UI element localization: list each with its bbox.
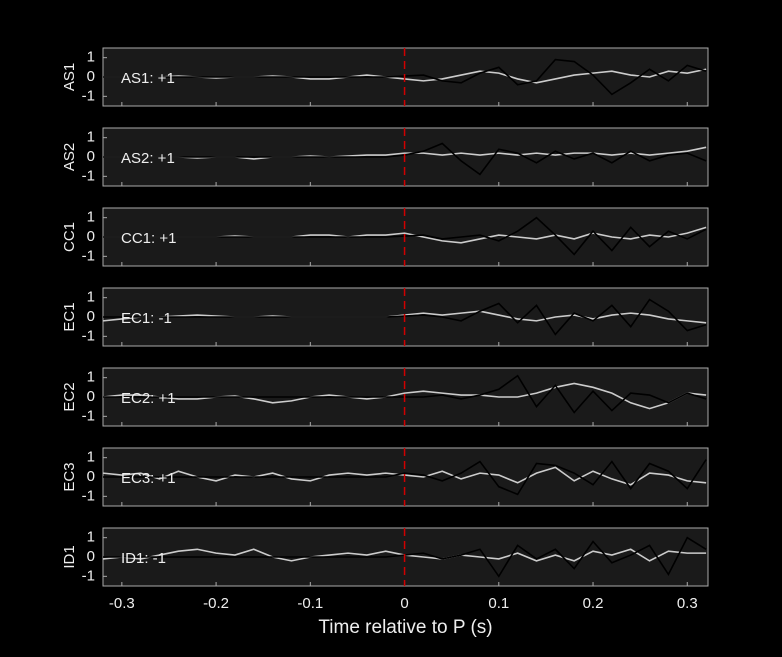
y-axis-label: AS2 [61, 143, 78, 171]
x-tick-label: -0.1 [297, 595, 323, 612]
y-tick-label: 0 [87, 68, 95, 85]
polarity-label: ID1: -1 [121, 550, 166, 567]
polarity-label: CC1: +1 [121, 230, 176, 247]
waveform [103, 459, 707, 496]
y-tick-label: 0 [87, 468, 95, 485]
panel: -1 0 1 EC1 EC1: -1 [61, 287, 709, 347]
y-tick-label: -1 [82, 567, 95, 584]
panel: -1 0 1 AS1 AS1: +1 [61, 47, 709, 107]
y-tick-label: 0 [87, 148, 95, 165]
y-tick-label: -1 [82, 487, 95, 504]
y-axis-label: EC3 [61, 462, 78, 491]
y-tick-label: -1 [82, 247, 95, 264]
polarity-label: EC1: -1 [121, 310, 172, 327]
panel: -1 0 1 -0.3 -0.2 -0.1 0 0.1 0.2 0.3 ID1 Time relati… [61, 527, 709, 638]
waveform [103, 382, 707, 410]
y-tick-label: 1 [87, 289, 95, 306]
y-axis-label: CC1 [61, 222, 78, 252]
panel: -1 0 1 CC1 CC1: +1 [61, 207, 709, 267]
y-tick-label: 1 [87, 369, 95, 386]
y-axis-label: AS1 [61, 63, 78, 91]
y-tick-label: 0 [87, 308, 95, 325]
y-tick-label: 1 [87, 449, 95, 466]
panel: -1 0 1 EC3 EC3: +1 [61, 447, 709, 507]
polarity-label: AS1: +1 [121, 70, 175, 87]
y-tick-label: -1 [82, 167, 95, 184]
y-tick-label: 1 [87, 529, 95, 546]
y-tick-label: -1 [82, 327, 95, 344]
y-tick-label: 0 [87, 228, 95, 245]
panel: -1 0 1 EC2 EC2: +1 [61, 367, 709, 427]
panel: -1 0 1 AS2 AS2: +1 [61, 127, 709, 187]
x-tick-label: 0.1 [488, 595, 509, 612]
y-tick-label: -1 [82, 407, 95, 424]
x-tick-label: 0 [400, 595, 408, 612]
x-axis-label: Time relative to P (s) [318, 617, 492, 638]
polarity-label: EC2: +1 [121, 390, 176, 407]
polarity-label: AS2: +1 [121, 150, 175, 167]
y-axis-label: EC2 [61, 382, 78, 411]
y-tick-label: 0 [87, 548, 95, 565]
x-tick-label: 0.2 [583, 595, 604, 612]
y-tick-label: 1 [87, 49, 95, 66]
polarity-label: EC3: +1 [121, 470, 176, 487]
y-tick-label: 0 [87, 388, 95, 405]
y-tick-label: 1 [87, 129, 95, 146]
x-tick-label: 0.3 [677, 595, 698, 612]
y-axis-label: ID1 [61, 545, 78, 568]
x-tick-label: -0.3 [109, 595, 135, 612]
y-tick-label: -1 [82, 87, 95, 104]
x-tick-label: -0.2 [203, 595, 229, 612]
y-tick-label: 1 [87, 209, 95, 226]
y-axis-label: EC1 [61, 302, 78, 331]
